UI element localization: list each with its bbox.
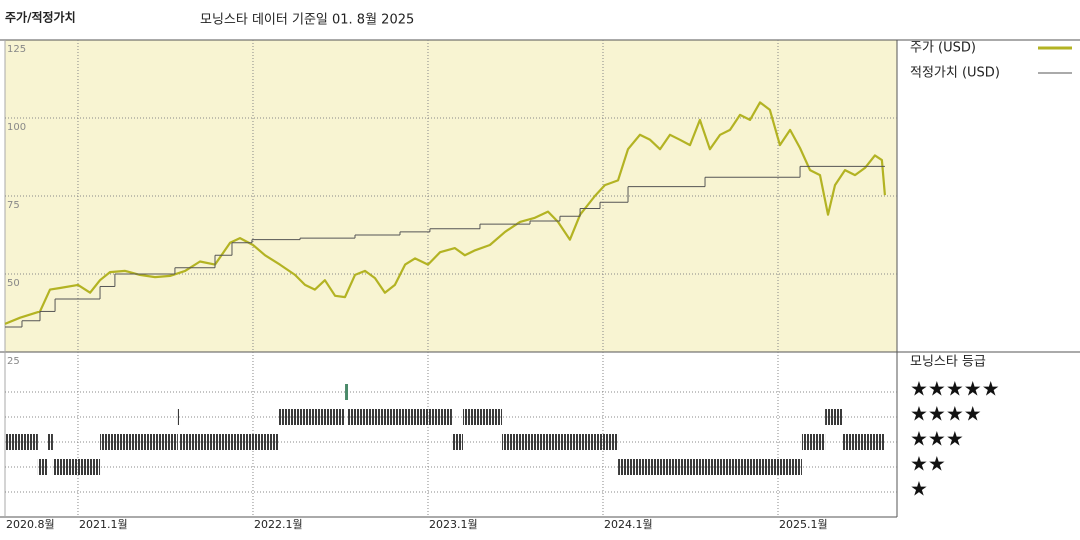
rating-segment xyxy=(825,409,843,425)
rating-segment xyxy=(451,434,463,450)
chart-title: 주가/적정가치 xyxy=(5,10,76,25)
rating-title: 모닝스타 등급 xyxy=(910,355,986,370)
rating-segment xyxy=(37,459,48,475)
legend-label: 주가 (USD) xyxy=(910,41,976,56)
x-tick-label: 2022.1월 xyxy=(254,518,303,531)
chart-subtitle: 모닝스타 데이터 기준일 01. 8월 2025 xyxy=(200,13,414,28)
plot-background xyxy=(5,40,897,352)
rating-segment xyxy=(47,434,53,450)
price-line xyxy=(4,101,886,325)
rating-segment xyxy=(180,434,279,450)
rating-segment xyxy=(618,459,802,475)
rating-segment xyxy=(842,434,885,450)
x-tick-label: 2024.1월 xyxy=(604,518,653,531)
rating-segment xyxy=(502,434,619,450)
rating-segment xyxy=(177,409,181,425)
x-tick-label: 2025.1월 xyxy=(779,518,828,531)
x-tick-label: 2023.1월 xyxy=(429,518,478,531)
rating-label: ★★★ xyxy=(910,427,964,451)
rating-label: ★★★★ xyxy=(910,402,982,426)
x-tick-label: 2021.1월 xyxy=(79,518,128,531)
rating-label: ★ xyxy=(910,477,928,501)
y-tick-label: 100 xyxy=(7,122,26,133)
x-tick-label: 2020.8월 xyxy=(6,518,55,531)
rating-segment xyxy=(345,384,349,400)
y-tick-label: 25 xyxy=(7,356,20,367)
rating-segment xyxy=(52,459,101,475)
rating-label: ★★★★★ xyxy=(910,377,1000,401)
rating-segment xyxy=(278,409,346,425)
legend-label: 적정가치 (USD) xyxy=(910,66,1000,81)
rating-segment xyxy=(100,434,178,450)
rating-segment xyxy=(5,434,38,450)
rating-segment xyxy=(801,434,826,450)
rating-segment xyxy=(462,409,503,425)
y-tick-label: 50 xyxy=(7,278,20,289)
frame xyxy=(0,39,1080,518)
y-tick-label: 75 xyxy=(7,200,20,211)
y-tick-label: 125 xyxy=(7,44,26,55)
rating-segment xyxy=(348,409,452,425)
rating-label: ★★ xyxy=(910,452,946,476)
